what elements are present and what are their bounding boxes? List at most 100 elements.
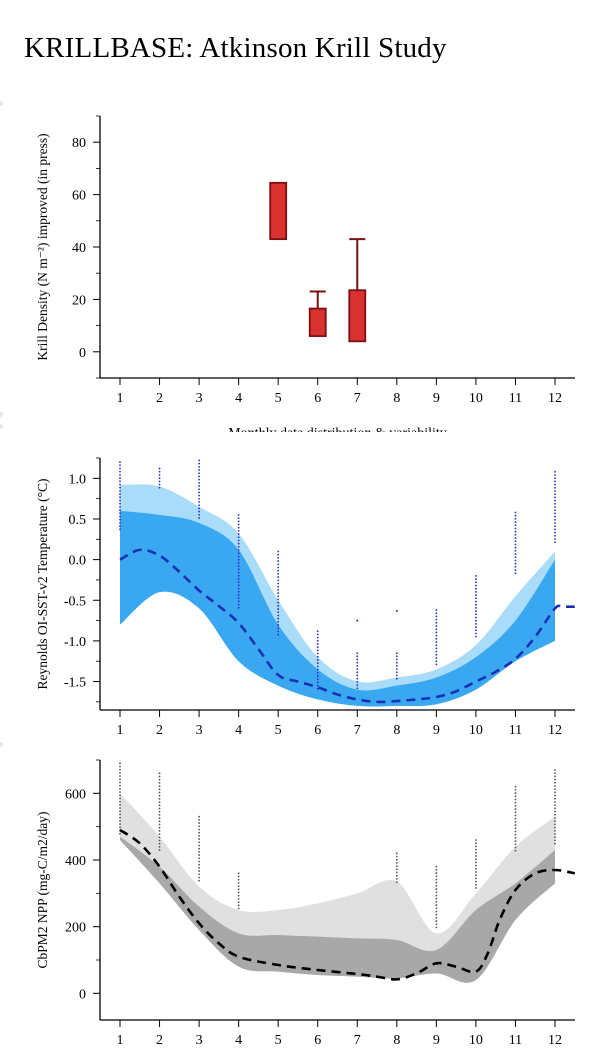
obs-dot (158, 826, 161, 829)
obs-dot (395, 674, 398, 677)
obs-dot (237, 584, 240, 587)
obs-dot (119, 499, 121, 502)
obs-dot (237, 514, 240, 516)
obs-dot (277, 569, 280, 572)
obs-dot (119, 800, 121, 803)
obs-dot (514, 836, 517, 839)
obs-dot (119, 493, 121, 495)
obs-dot (435, 875, 438, 878)
obs-dot (554, 534, 556, 537)
obs-dot (119, 778, 121, 781)
obs-dot (554, 810, 556, 813)
obs-dot (395, 878, 398, 880)
obs-dot (356, 652, 359, 654)
obs-dot (554, 506, 556, 508)
obs-dot (395, 671, 398, 674)
obs-dot (435, 884, 438, 887)
obs-dot (277, 630, 280, 633)
obs-dot (475, 594, 477, 596)
obs-dot (237, 590, 240, 593)
obs-dot (316, 652, 319, 655)
obs-dot (514, 785, 517, 788)
x-tick-label: 10 (469, 723, 483, 738)
obs-dot (554, 477, 556, 480)
obs-dot (514, 824, 517, 826)
obs-dot (475, 578, 477, 580)
y-tick-label: 40 (72, 241, 86, 256)
obs-dot (395, 865, 398, 868)
obs-dot (514, 840, 517, 842)
obs-dot (554, 518, 556, 521)
obs-dot (158, 820, 161, 823)
obs-dot (356, 680, 359, 683)
obs-dot (119, 775, 121, 778)
obs-dot (198, 459, 200, 462)
obs-dot (158, 791, 161, 794)
obs-dot (158, 467, 161, 470)
obs-dot (198, 491, 200, 494)
obs-dot (554, 823, 556, 826)
x-tick-label: 7 (354, 723, 361, 738)
obs-dot (119, 496, 121, 499)
obs-dot (554, 781, 556, 784)
obs-dot (237, 574, 240, 577)
obs-dot (554, 794, 556, 797)
obs-dot (158, 836, 161, 839)
obs-dot (395, 677, 398, 680)
obs-dot (277, 550, 280, 553)
obs-dot (119, 528, 121, 531)
obs-dot (514, 530, 517, 533)
obs-dot (237, 555, 240, 558)
obs-dot (277, 576, 280, 578)
obs-dot (514, 843, 517, 846)
obs-dot (554, 483, 556, 486)
obs-dot (198, 517, 200, 519)
obs-dot (356, 677, 359, 680)
obs-dot (198, 838, 200, 840)
obs-dot (158, 810, 161, 813)
obs-dot (277, 563, 280, 566)
obs-dot (554, 826, 556, 829)
obs-dot (554, 525, 556, 528)
obs-dot (514, 817, 517, 820)
obs-dot (395, 862, 398, 864)
obs-dot (198, 822, 200, 824)
obs-dot (277, 579, 280, 582)
obs-dot (237, 875, 240, 878)
obs-dot (119, 784, 121, 787)
obs-dot (198, 497, 200, 500)
obs-dot (435, 625, 438, 627)
x-tick-label: 11 (509, 723, 522, 738)
obs-dot (514, 546, 517, 549)
obs-dot (198, 834, 200, 837)
obs-dot (198, 844, 200, 847)
obs-dot (435, 923, 438, 926)
obs-dot (198, 481, 200, 484)
obs-dot (237, 878, 240, 881)
obs-dot (119, 797, 121, 800)
obs-dot (475, 626, 477, 628)
obs-dot (395, 874, 398, 877)
x-tick-label: 5 (275, 1033, 282, 1048)
obs-dot (475, 584, 477, 587)
obs-dot (119, 788, 121, 790)
x-tick-label: 9 (433, 391, 440, 406)
obs-dot (554, 538, 556, 540)
obs-dot (158, 470, 161, 473)
obs-dot (554, 785, 556, 787)
x-tick-label: 3 (196, 1033, 203, 1048)
obs-dot (277, 604, 280, 607)
y-tick-label: -1.5 (64, 676, 86, 691)
obs-dot (237, 885, 240, 888)
obs-dot (435, 868, 438, 871)
obs-dot (119, 502, 121, 505)
obs-dot (119, 768, 121, 771)
obs-dot (158, 782, 161, 784)
obs-dot (514, 559, 517, 562)
obs-dot (514, 537, 517, 539)
obs-dot (237, 542, 240, 545)
obs-dot (158, 483, 161, 486)
obs-dot (198, 866, 200, 869)
obs-dot (435, 641, 438, 643)
obs-dot (554, 833, 556, 835)
